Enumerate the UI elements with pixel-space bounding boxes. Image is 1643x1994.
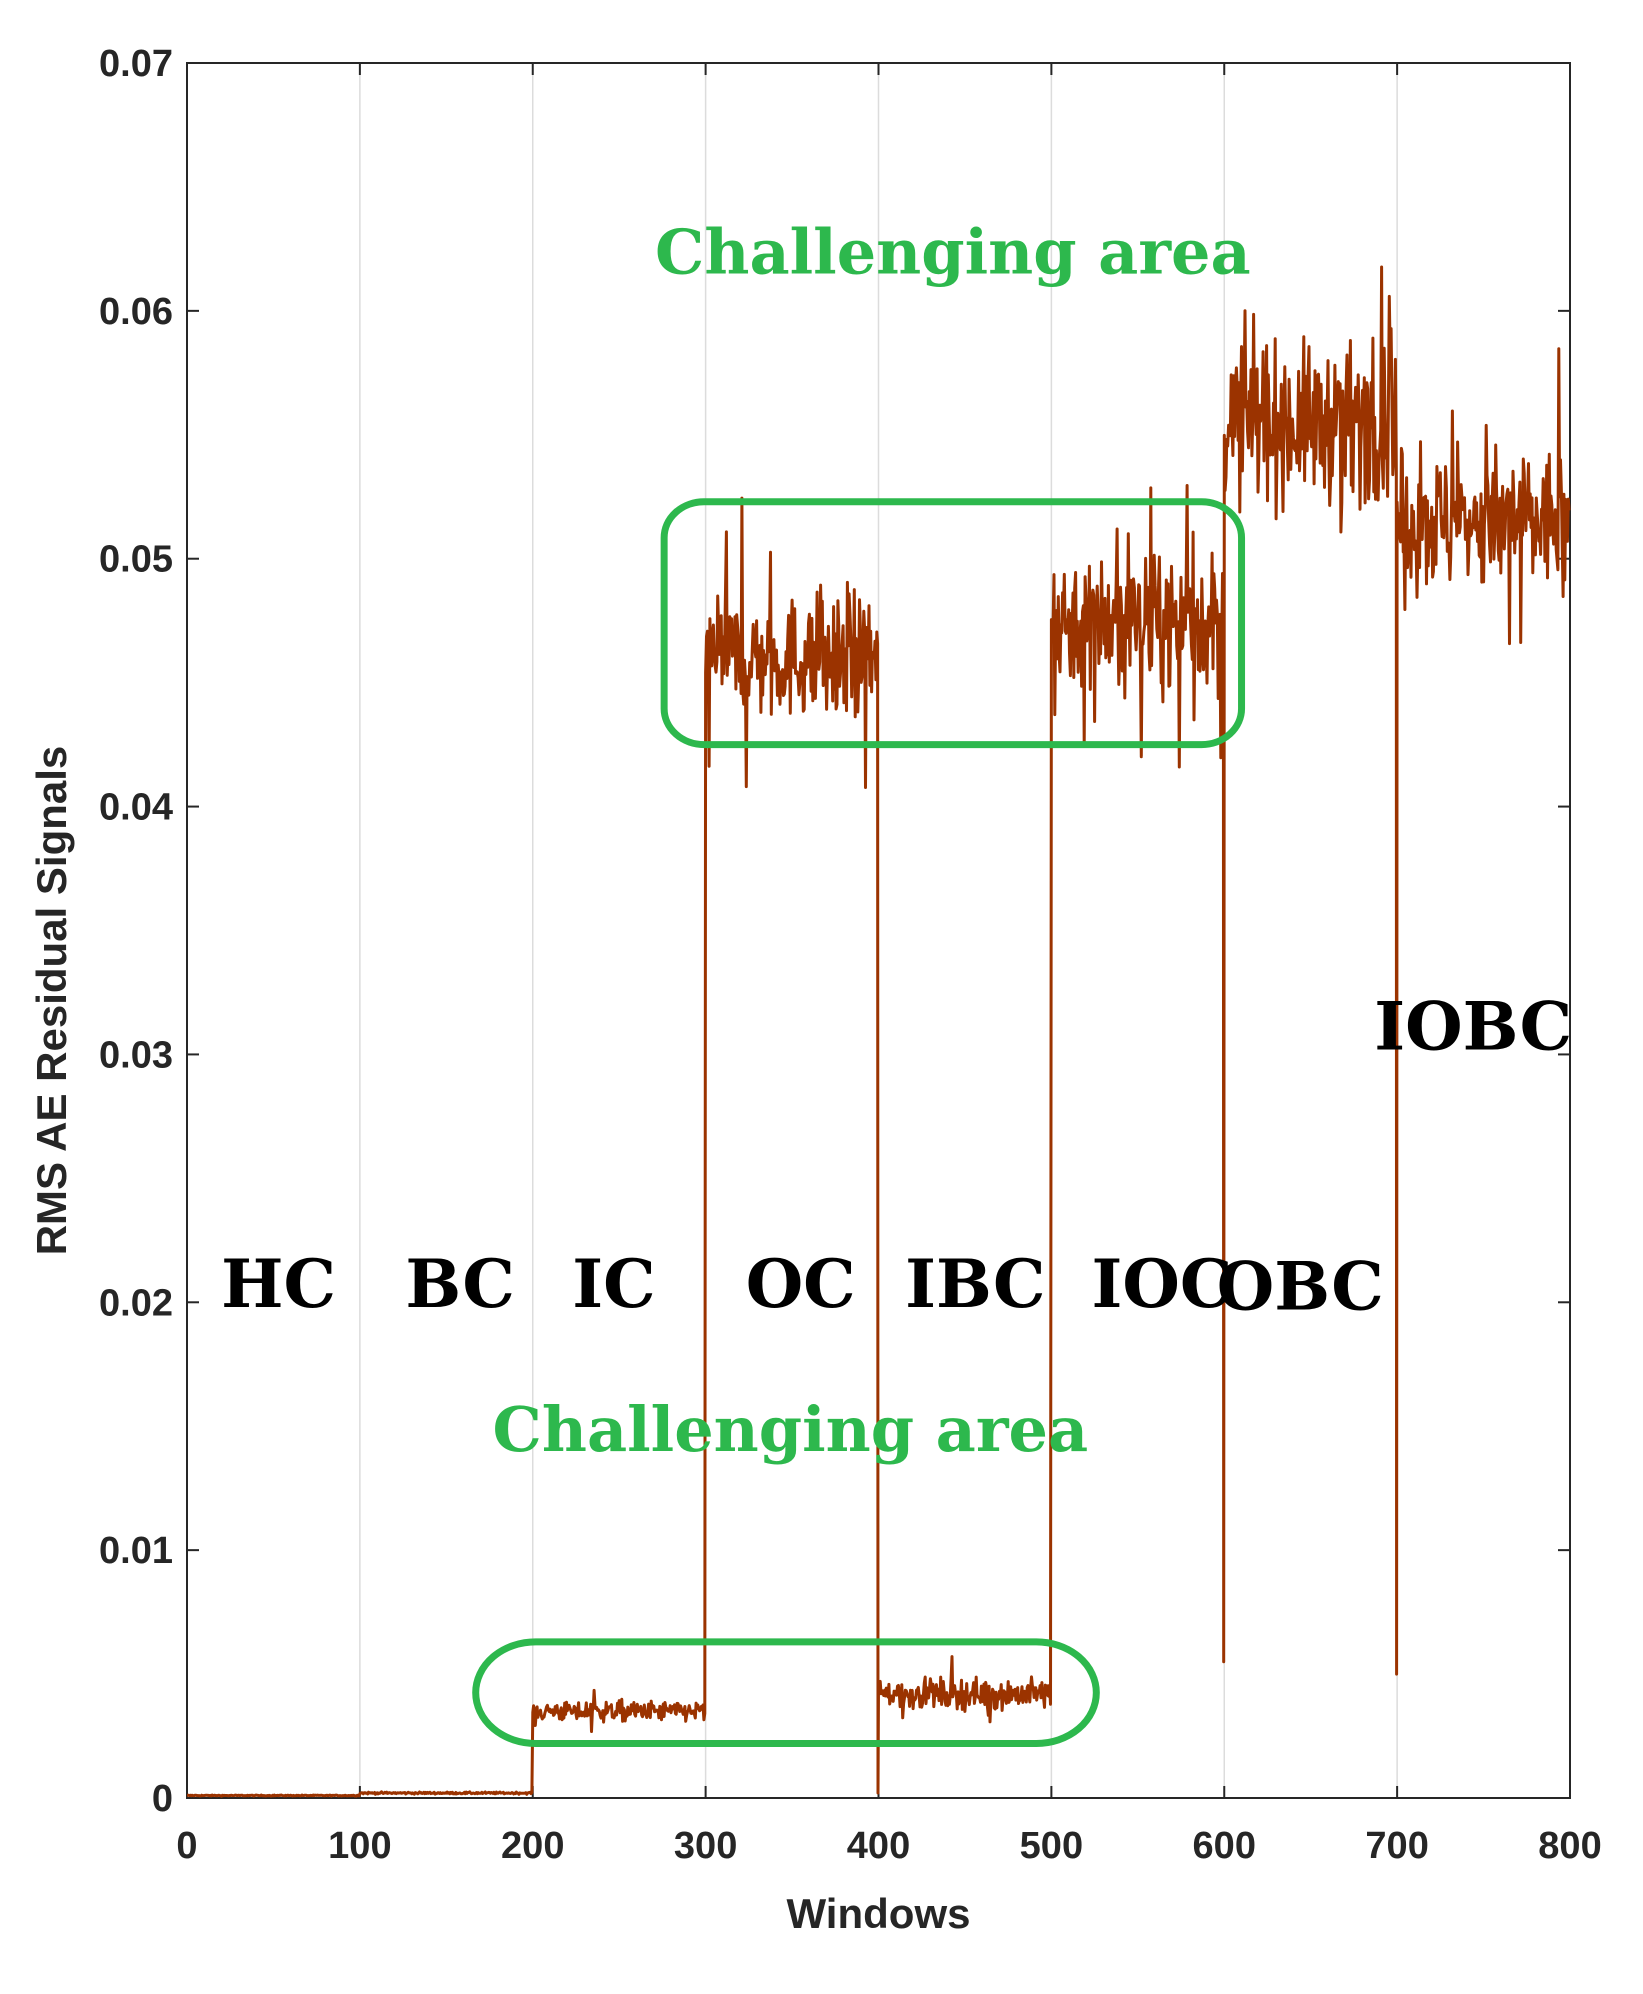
y-tick-label: 0 [152, 1778, 173, 1820]
x-tick-label: 800 [1538, 1825, 1601, 1867]
x-tick-label: 400 [847, 1825, 910, 1867]
x-axis-title: Windows [787, 1890, 971, 1937]
y-tick-label: 0.02 [99, 1282, 173, 1324]
region-label-bc: BC [405, 1245, 515, 1323]
region-label-ibc: IBC [905, 1245, 1045, 1323]
x-tick-label: 600 [1193, 1825, 1256, 1867]
y-tick-label: 0.05 [99, 539, 173, 581]
ticks-layer: 0 100 200 300 400 500 600 700 800 0 0.01 0.02 0.03 0.… [99, 43, 1602, 1867]
y-tick-label: 0.06 [99, 291, 173, 333]
x-tick-label: 300 [674, 1825, 737, 1867]
y-tick-label: 0.01 [99, 1530, 173, 1572]
series-layer [186, 265, 1571, 1798]
challenging-area-box [660, 498, 1246, 749]
region-label-hc: HC [221, 1245, 336, 1323]
y-tick-label: 0.03 [99, 1034, 173, 1076]
x-tick-label: 500 [1020, 1825, 1083, 1867]
x-tick-label: 0 [176, 1825, 197, 1867]
challenging-area-label: Challenging area [493, 1393, 1089, 1466]
x-tick-label: 200 [501, 1825, 564, 1867]
region-label-oc: OC [746, 1245, 856, 1323]
x-tick-label: 700 [1365, 1825, 1428, 1867]
challenging-area-box [472, 1638, 1100, 1747]
y-tick-label: 0.04 [99, 787, 173, 829]
region-label-ioc: IOC [1092, 1245, 1233, 1323]
y-axis-title: RMS AE Residual Signals [28, 746, 75, 1256]
callout-layer: Challenging area Challenging area [472, 216, 1251, 1747]
challenging-area-label: Challenging area [655, 216, 1251, 289]
rms-signal-line [186, 265, 1571, 1798]
region-label-obc: OBC [1217, 1248, 1384, 1326]
region-label-ic: IC [572, 1245, 655, 1323]
x-tick-label: 100 [328, 1825, 391, 1867]
y-tick-label: 0.07 [99, 43, 173, 85]
region-label-iobc: IOBC [1374, 987, 1572, 1065]
